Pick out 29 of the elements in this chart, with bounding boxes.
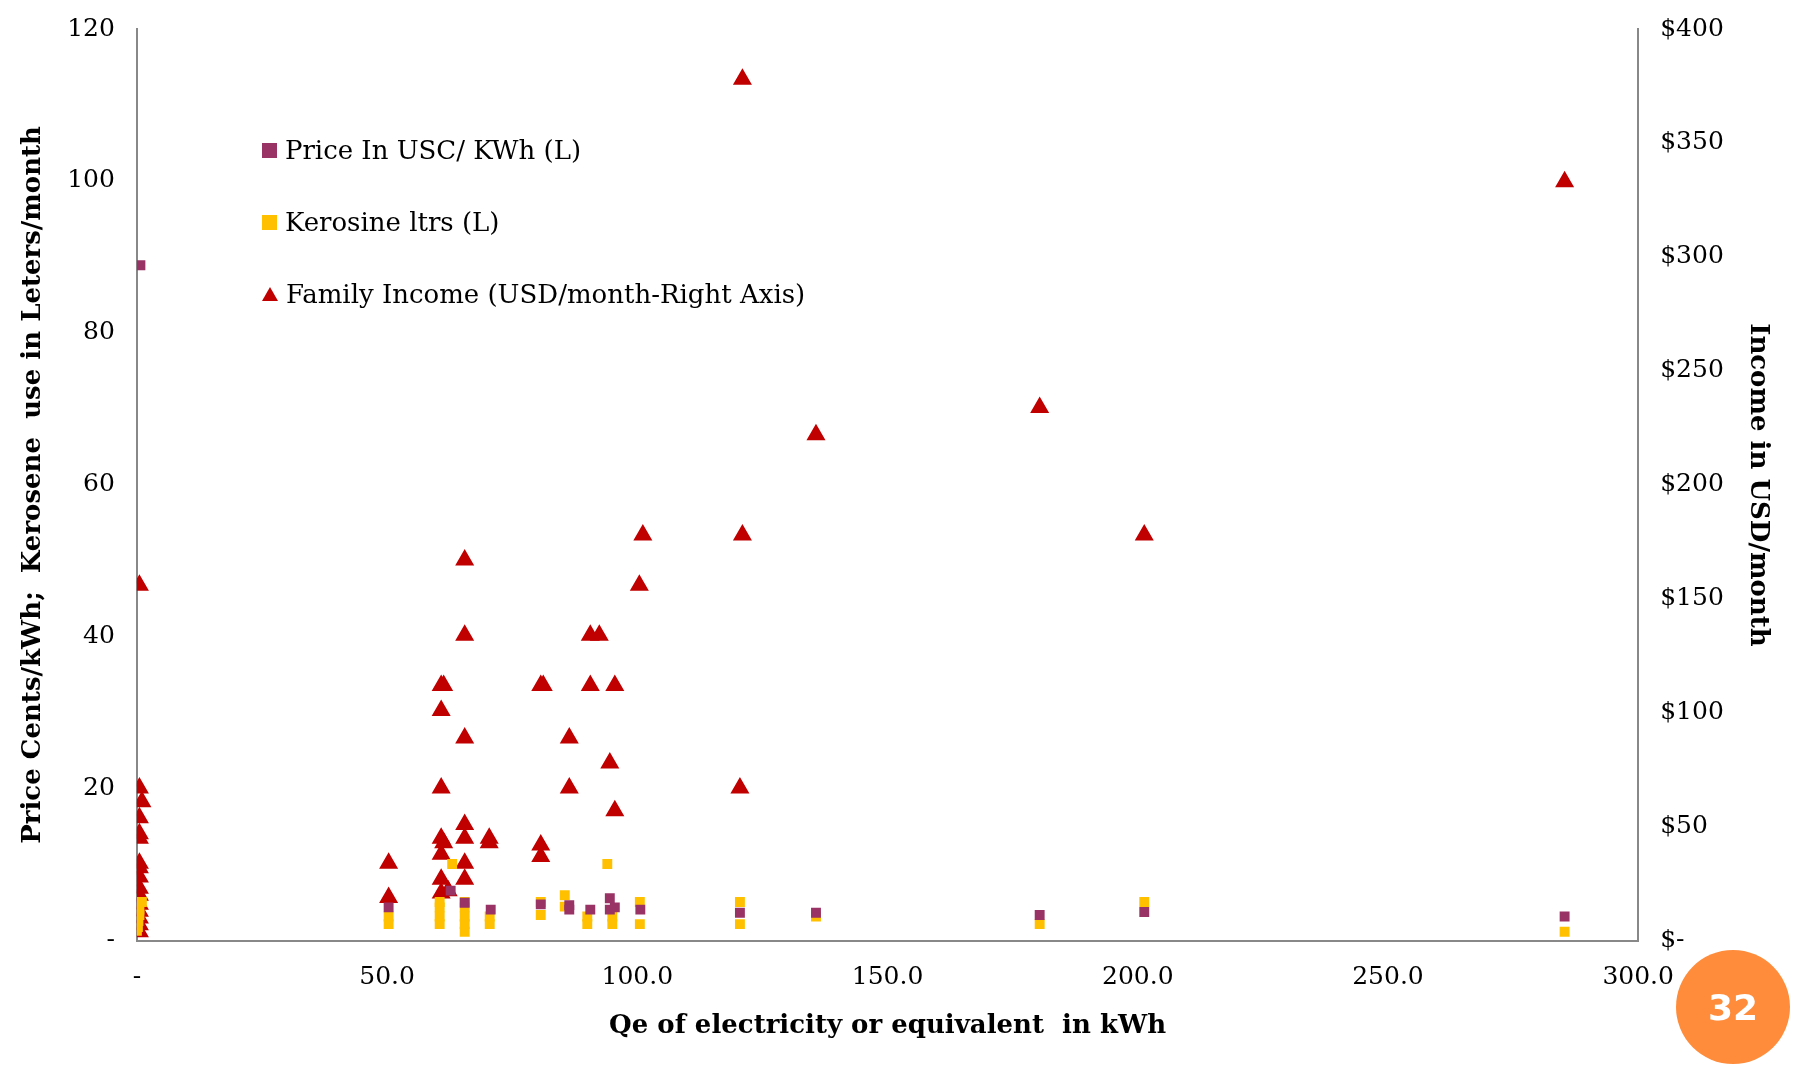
- x-axis-title: Qe of electricity or equivalent in kWh: [609, 1009, 1167, 1040]
- y-tick-label: 100: [67, 164, 115, 194]
- y2-tick-label: $250: [1660, 354, 1724, 384]
- x-tick-label: 100.0: [601, 961, 674, 991]
- y-axis-title: Price Cents/kWh; Kerosene use in Leters/month: [16, 125, 47, 844]
- x-tick-label: 50.0: [359, 961, 415, 991]
- y2-tick-label: $200: [1660, 468, 1724, 498]
- x-tick-label: -: [132, 961, 142, 991]
- legend-label: Kerosine ltrs (L): [284, 207, 500, 237]
- x-tick-label: 300.0: [1602, 961, 1674, 991]
- y2-tick-label: $400: [1660, 12, 1724, 42]
- page-number-badge: 32: [1676, 950, 1790, 1064]
- y2-axis-title: Income in USD/month: [1744, 323, 1775, 647]
- legend-label: Family Income (USD/month-Right Axis): [285, 279, 806, 309]
- y-tick-label: -: [106, 924, 115, 954]
- x-tick-label: 200.0: [1101, 961, 1174, 991]
- y-tick-label: 20: [83, 772, 115, 802]
- y2-tick-label: $300: [1660, 240, 1724, 270]
- y2-tick-label: $100: [1660, 696, 1724, 726]
- y-tick-label: 120: [67, 12, 115, 42]
- y2-tick-label: $150: [1660, 582, 1724, 612]
- y-tick-label: 40: [83, 620, 115, 650]
- legend-label: Price In USC/ KWh (L): [284, 135, 582, 165]
- y2-tick-label: $50: [1660, 810, 1708, 840]
- x-tick-label: 250.0: [1352, 961, 1424, 991]
- x-tick-label: 150.0: [851, 961, 924, 991]
- y2-tick-label: $350: [1660, 126, 1724, 156]
- y-tick-label: 60: [83, 468, 115, 498]
- y-tick-label: 80: [83, 316, 115, 346]
